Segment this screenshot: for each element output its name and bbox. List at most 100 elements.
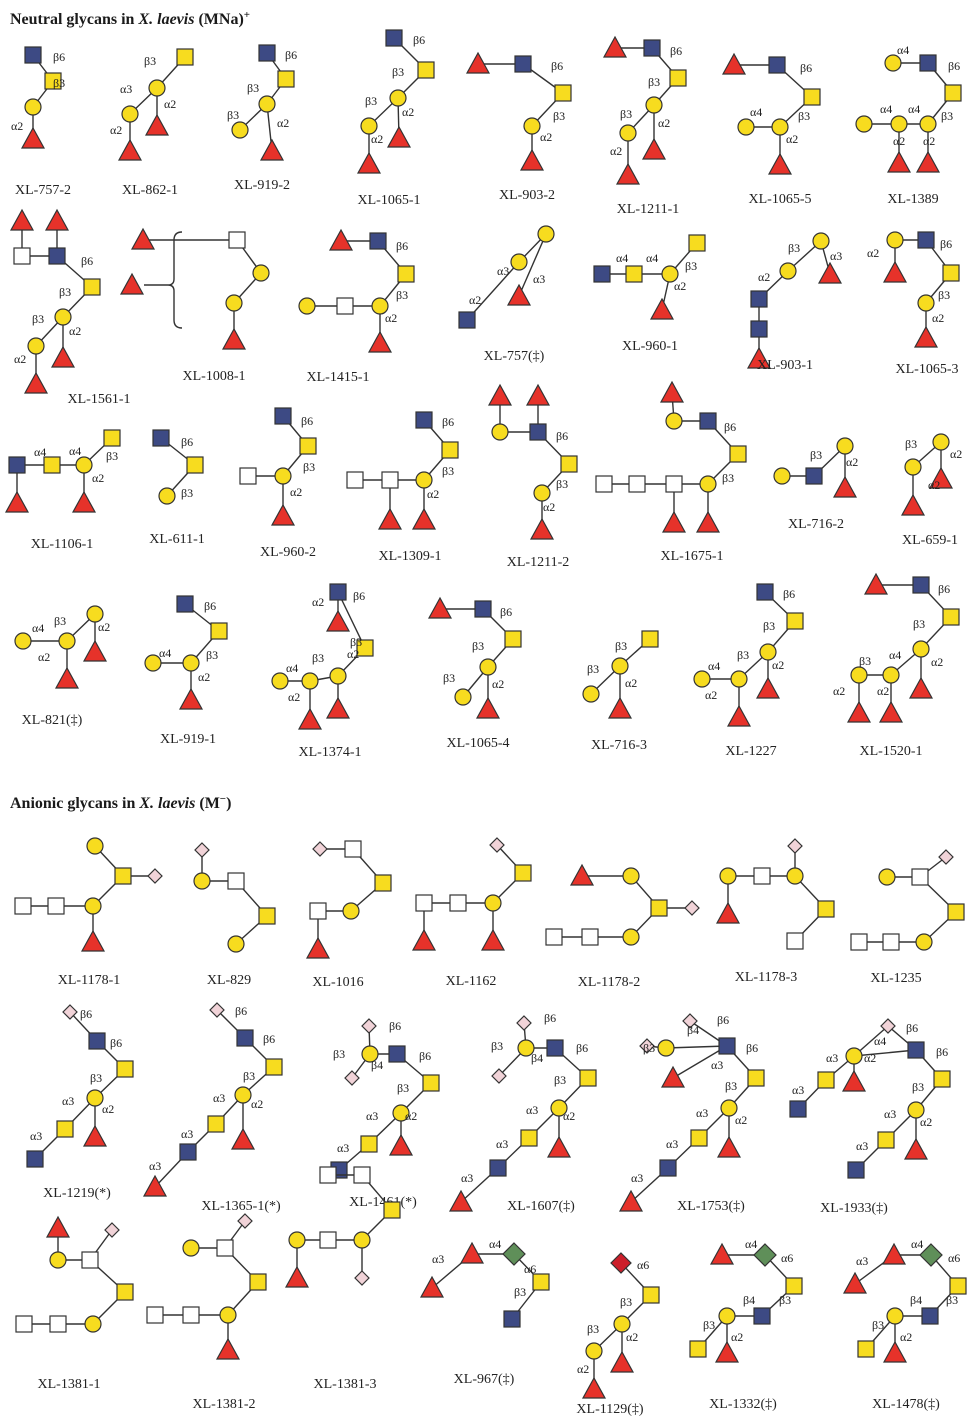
glcnac-square: [643, 39, 661, 57]
galnac-square: [942, 264, 960, 282]
galactose-circle: [182, 1239, 200, 1257]
fucose-triangle: [80, 929, 106, 952]
linkage-label: α2: [110, 123, 122, 137]
fucose-triangle: [716, 1135, 742, 1158]
galnac-square: [116, 1060, 134, 1078]
linkage-label: α4: [646, 251, 658, 265]
galnac-square: [942, 608, 960, 626]
galnac-square: [176, 48, 194, 66]
linkage-label: β3: [303, 460, 315, 474]
galactose-circle: [919, 115, 937, 133]
galactose-circle: [234, 1086, 252, 1104]
linkage-label: β3: [703, 1318, 715, 1332]
section-title-anionic: Anionic glycans in X. laevis (M−): [10, 793, 231, 812]
linkage-label: β3: [810, 448, 822, 462]
glcnac-square: [48, 247, 66, 265]
galactose-circle: [389, 89, 407, 107]
galactose-circle: [252, 264, 270, 282]
glycosidic-bond: [518, 233, 547, 297]
linkage-label: β3: [443, 671, 455, 685]
linkage-label: α4: [32, 621, 44, 635]
galactose-circle: [158, 487, 176, 505]
galactose-circle: [645, 96, 663, 114]
linkage-label: β3: [442, 464, 454, 478]
fucose-triangle: [903, 1137, 929, 1160]
glcnac-square: [753, 1307, 771, 1325]
sulfate-diamond: [312, 841, 328, 857]
linkage-label: β6: [53, 50, 65, 64]
galactose-circle: [773, 467, 791, 485]
linkage-label: α3: [30, 1129, 42, 1143]
glcnac-square: [917, 231, 935, 249]
glycan-id-label: XL-1211-2: [507, 555, 569, 570]
fucose-triangle: [178, 687, 204, 710]
linkage-label: β6: [500, 605, 512, 619]
galactose-circle: [665, 412, 683, 430]
linkage-label: α2: [469, 293, 481, 307]
glycan-xl-1178-1: XL-1178-1: [14, 837, 163, 988]
glycan-id-label: XL-757(‡): [484, 349, 545, 364]
linkage-label: β6: [717, 1013, 729, 1027]
hexose-square: [628, 475, 646, 493]
galactose-circle: [271, 672, 289, 690]
galactose-circle: [301, 672, 319, 690]
galactose-circle: [657, 1039, 675, 1057]
linkage-label: α2: [928, 478, 940, 492]
glcnac-square: [236, 1029, 254, 1047]
linkage-label: β3: [392, 65, 404, 79]
glycan-id-label: XL-659-1: [902, 533, 958, 548]
galactose-circle: [720, 1099, 738, 1117]
glycan-id-label: XL-1381-1: [38, 1377, 101, 1392]
glycan-xl-829: XL-829: [193, 842, 276, 988]
linkage-label: α2: [877, 684, 889, 698]
glcnac-square: [921, 1307, 939, 1325]
glycan-xl-1065-1: β6 β3 β3 α2 α2 XL-1065-1: [356, 29, 435, 208]
fucose-triangle: [525, 383, 551, 406]
glycan-id-label: XL-1461(*): [349, 1195, 417, 1210]
hexose-square: [319, 1231, 337, 1249]
linkage-label: β6: [544, 1011, 556, 1025]
fucose-triangle: [755, 676, 781, 699]
galnac-square: [210, 622, 228, 640]
linkage-label: β6: [80, 1007, 92, 1021]
glcnac-square: [718, 1037, 736, 1055]
linkage-label: β3: [365, 94, 377, 108]
linkage-label: α2: [846, 455, 858, 469]
glycan-xl-757-2: β6 β3 α2 XL-757-2: [11, 46, 71, 198]
hexose-square: [911, 868, 929, 886]
galnac-square: [689, 1340, 707, 1358]
linkage-label: α2: [786, 132, 798, 146]
glycan-id-label: XL-1106-1: [31, 537, 93, 552]
linkage-label: α4: [708, 659, 720, 673]
linkage-label: β3: [396, 288, 408, 302]
linkage-label: β6: [724, 420, 736, 434]
galactose-circle: [84, 1315, 102, 1333]
sulfate-diamond: [354, 1270, 370, 1286]
glcnac-square: [756, 583, 774, 601]
galactose-circle: [227, 935, 245, 953]
galactose-circle: [49, 1251, 67, 1269]
glycan-id-label: XL-821(‡): [22, 713, 83, 728]
linkage-label: β6: [110, 1036, 122, 1050]
galnac-square: [422, 1074, 440, 1092]
linkage-label: β6: [181, 435, 193, 449]
glycan-id-label: XL-1374-1: [299, 745, 362, 760]
glycan-xl-1607-: β6 β3 β4 β6 β3 α3 α2 α3 α3 XL-1607(‡): [448, 1011, 597, 1214]
galnac-square: [560, 455, 578, 473]
linkage-label: β3: [788, 241, 800, 255]
glycan-id-label: XL-1178-2: [578, 975, 640, 990]
galactose-circle: [86, 605, 104, 623]
linkage-label: β3: [587, 1322, 599, 1336]
glcnac-square: [789, 1100, 807, 1118]
glycan-id-label: XL-1675-1: [661, 549, 724, 564]
hexose-square: [786, 932, 804, 950]
linkage-label: β6: [551, 59, 563, 73]
section-title-neutral: Neutral glycans in X. laevis (MNa)+: [10, 9, 250, 28]
linkage-label: β3: [350, 635, 362, 649]
fucose-triangle: [900, 493, 926, 516]
galactose-circle: [454, 688, 472, 706]
linkage-label: β6: [936, 1045, 948, 1059]
galactose-circle: [759, 643, 777, 661]
linkage-label: β3: [554, 1073, 566, 1087]
linkage-label: β3: [397, 1081, 409, 1095]
